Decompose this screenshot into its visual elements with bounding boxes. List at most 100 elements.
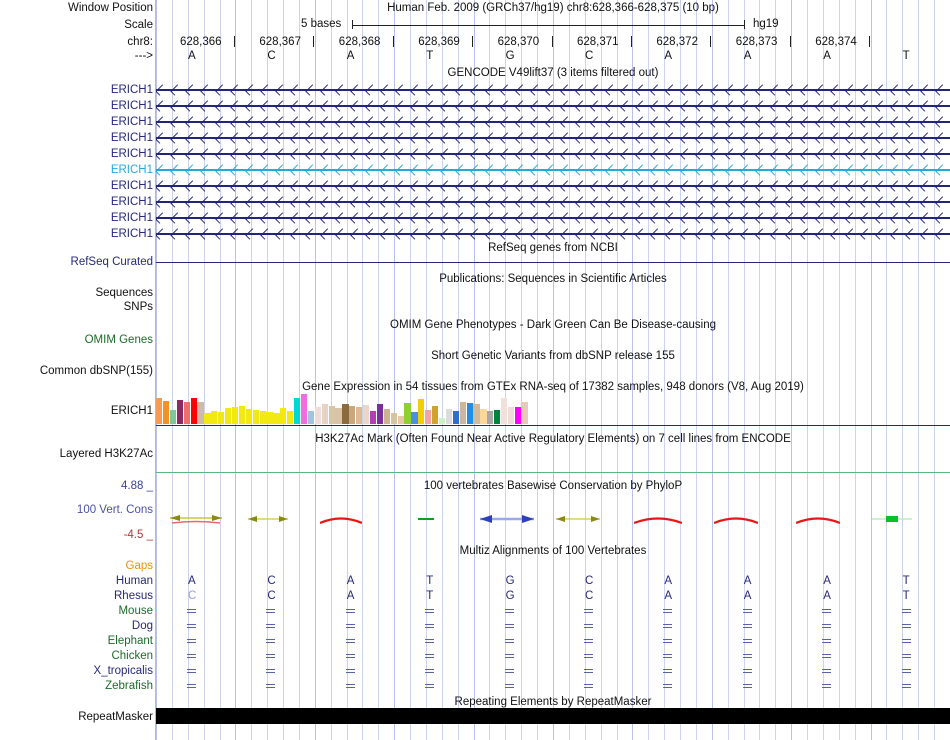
- gtex-tissue-bar[interactable]: [300, 394, 308, 424]
- gtex-tissue-bar[interactable]: [432, 406, 439, 424]
- gtex-tissue-bar[interactable]: [390, 413, 397, 424]
- gene-strand-arrow-left-icon: [290, 116, 302, 128]
- gtex-tissue-bar[interactable]: [521, 402, 528, 424]
- gtex-tissue-bar[interactable]: [225, 408, 232, 424]
- gtex-tissue-bar[interactable]: [487, 411, 494, 424]
- repeatmasker-label: RepeatMasker: [78, 711, 153, 723]
- conservation-feature[interactable]: [170, 512, 222, 526]
- gtex-tissue-bar[interactable]: [280, 408, 287, 424]
- gtex-tissue-bar[interactable]: [514, 407, 522, 424]
- gencode-gene-row[interactable]: [156, 180, 950, 192]
- gene-strand-arrow-left-icon: [185, 100, 197, 112]
- gtex-tissue-bar[interactable]: [238, 406, 246, 424]
- gtex-tissue-bar[interactable]: [425, 410, 432, 424]
- gtex-tissue-bar[interactable]: [418, 399, 425, 424]
- gtex-tissue-bar[interactable]: [156, 398, 163, 424]
- gtex-tissue-bar[interactable]: [259, 411, 266, 424]
- gtex-tissue-bar[interactable]: [169, 410, 177, 424]
- gtex-tissue-bar[interactable]: [363, 405, 370, 424]
- gtex-tissue-bar[interactable]: [294, 398, 301, 424]
- gtex-tissue-bar[interactable]: [252, 410, 259, 424]
- gencode-gene-row[interactable]: [156, 164, 950, 176]
- gencode-gene-row[interactable]: [156, 116, 950, 128]
- conservation-feature[interactable]: [795, 512, 841, 526]
- gene-strand-arrow-left-icon: [725, 228, 737, 240]
- gtex-tissue-bar[interactable]: [452, 411, 459, 424]
- gtex-tissue-bar[interactable]: [307, 411, 315, 424]
- gtex-tissue-bar[interactable]: [383, 409, 390, 424]
- gtex-tissue-bar[interactable]: [397, 416, 404, 424]
- gene-strand-arrow-left-icon: [425, 228, 437, 240]
- gencode-gene-row[interactable]: [156, 196, 950, 208]
- gene-strand-arrow-left-icon: [770, 148, 782, 160]
- gtex-tissue-bar[interactable]: [480, 409, 487, 424]
- gtex-tissue-bar[interactable]: [176, 400, 183, 424]
- gtex-tissue-bar[interactable]: [245, 409, 252, 424]
- gencode-gene-row[interactable]: [156, 132, 950, 144]
- gtex-tissue-bar[interactable]: [445, 409, 453, 424]
- gene-strand-arrow-left-icon: [245, 148, 257, 160]
- gtex-tissue-bar[interactable]: [501, 398, 508, 424]
- gtex-tissue-bar[interactable]: [183, 402, 190, 424]
- gtex-tissue-bar[interactable]: [411, 412, 418, 424]
- conservation-feature[interactable]: [872, 512, 912, 526]
- gridline: [601, 0, 602, 740]
- gene-strand-arrow-left-icon: [545, 116, 557, 128]
- conservation-feature[interactable]: [418, 512, 434, 526]
- gtex-tissue-bar[interactable]: [349, 406, 356, 424]
- gencode-gene-row[interactable]: [156, 212, 950, 224]
- conservation-feature[interactable]: [319, 512, 363, 526]
- gencode-gene-row[interactable]: [156, 148, 950, 160]
- gtex-tissue-bar[interactable]: [494, 410, 501, 424]
- gtex-tissue-bar[interactable]: [466, 403, 473, 424]
- gtex-tissue-bar[interactable]: [314, 407, 321, 424]
- track-data-area[interactable]: Human Feb. 2009 (GRCh37/hg19) chr8:628,3…: [156, 0, 950, 740]
- gtex-tissue-bar[interactable]: [231, 407, 239, 424]
- gencode-gene-row[interactable]: [156, 100, 950, 112]
- gtex-tissue-bar[interactable]: [204, 413, 211, 424]
- gene-strand-arrow-left-icon: [830, 132, 842, 144]
- gene-strand-arrow-left-icon: [515, 148, 527, 160]
- gtex-tissue-bar[interactable]: [328, 406, 335, 424]
- gtex-tissue-bar[interactable]: [197, 402, 204, 424]
- conservation-feature[interactable]: [480, 512, 534, 526]
- reference-base: G: [505, 50, 515, 62]
- assembly-position-title: Human Feb. 2009 (GRCh37/hg19) chr8:628,3…: [387, 2, 719, 14]
- gtex-tissue-bar[interactable]: [266, 412, 273, 424]
- gtex-tissue-bar[interactable]: [404, 403, 411, 424]
- gtex-tissue-bar[interactable]: [287, 411, 294, 424]
- gtex-tissue-bar[interactable]: [342, 404, 349, 424]
- gene-strand-arrow-left-icon: [500, 212, 512, 224]
- gtex-tissue-bar[interactable]: [335, 408, 342, 424]
- gene-strand-arrow-left-icon: [890, 228, 902, 240]
- gtex-tissue-bar[interactable]: [273, 413, 280, 424]
- gencode-gene-row[interactable]: [156, 84, 950, 96]
- gene-strand-arrow-left-icon: [635, 84, 647, 96]
- gtex-tissue-bar[interactable]: [190, 398, 197, 424]
- conservation-feature[interactable]: [713, 512, 759, 526]
- ruler-tick-label: 628,372: [656, 36, 698, 48]
- gtex-tissue-bar[interactable]: [369, 411, 377, 424]
- conservation-feature[interactable]: [633, 512, 683, 526]
- gene-strand-arrow-left-icon: [515, 164, 527, 176]
- gtex-tissue-bar[interactable]: [218, 412, 225, 424]
- gencode-gene-row[interactable]: [156, 228, 950, 240]
- gtex-tissue-bar[interactable]: [356, 407, 363, 424]
- common-dbsnp-label: Common dbSNP(155): [39, 365, 153, 377]
- gtex-expression-barchart[interactable]: [156, 394, 950, 424]
- gtex-tissue-bar[interactable]: [162, 401, 170, 424]
- gtex-tissue-bar[interactable]: [321, 404, 328, 424]
- gtex-tissue-bar[interactable]: [438, 418, 446, 424]
- conservation-feature[interactable]: [248, 512, 288, 526]
- gtex-tissue-bar[interactable]: [211, 411, 218, 424]
- conservation-feature[interactable]: [556, 512, 600, 526]
- gene-strand-arrow-left-icon: [890, 180, 902, 192]
- repeatmasker-bar[interactable]: [156, 708, 950, 724]
- gtex-tissue-bar[interactable]: [459, 402, 466, 424]
- gtex-tissue-bar[interactable]: [473, 404, 480, 424]
- gtex-tissue-bar[interactable]: [507, 407, 515, 424]
- reference-base: A: [188, 50, 196, 62]
- gene-strand-arrow-left-icon: [350, 100, 362, 112]
- gtex-tissue-bar[interactable]: [376, 404, 384, 424]
- gene-strand-arrow-left-icon: [215, 100, 227, 112]
